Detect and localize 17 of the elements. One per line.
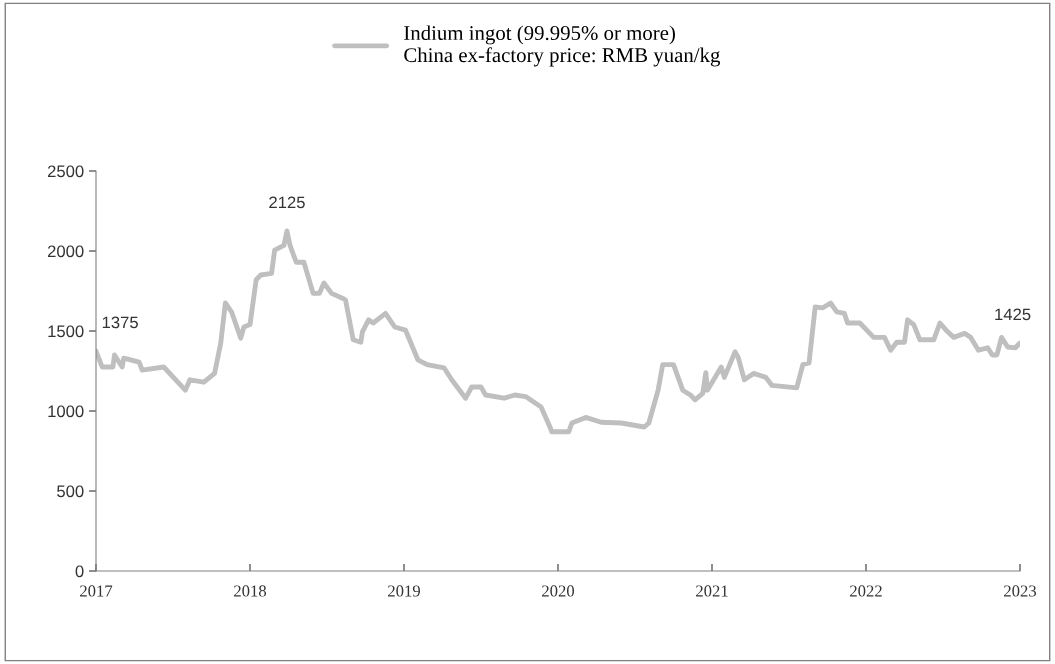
x-tick-label: 2020 bbox=[542, 585, 575, 597]
legend-label: Indium ingot (99.995% or more) China ex-factory price: RMB yuan/kg bbox=[404, 25, 720, 67]
y-tick-label: 2500 bbox=[47, 165, 84, 178]
y-tick-label: 0 bbox=[75, 565, 84, 578]
x-tick-label: 2017 bbox=[80, 585, 113, 597]
x-tick-label: 2022 bbox=[850, 585, 882, 597]
y-tick-label: 1500 bbox=[48, 325, 84, 338]
annotation: 2125 bbox=[269, 196, 305, 209]
y-tick-label: 2000 bbox=[47, 245, 84, 258]
y-tick-label: 500 bbox=[57, 485, 84, 498]
x-tick-label: 2018 bbox=[234, 585, 267, 597]
annotation: 1375 bbox=[102, 316, 138, 329]
x-tick-label: 2019 bbox=[388, 585, 420, 597]
x-tick-label: 2023 bbox=[1004, 585, 1037, 597]
y-tick-label: 1000 bbox=[48, 405, 84, 418]
x-tick-label: 2021 bbox=[696, 585, 728, 597]
annotation: 1425 bbox=[995, 308, 1031, 321]
